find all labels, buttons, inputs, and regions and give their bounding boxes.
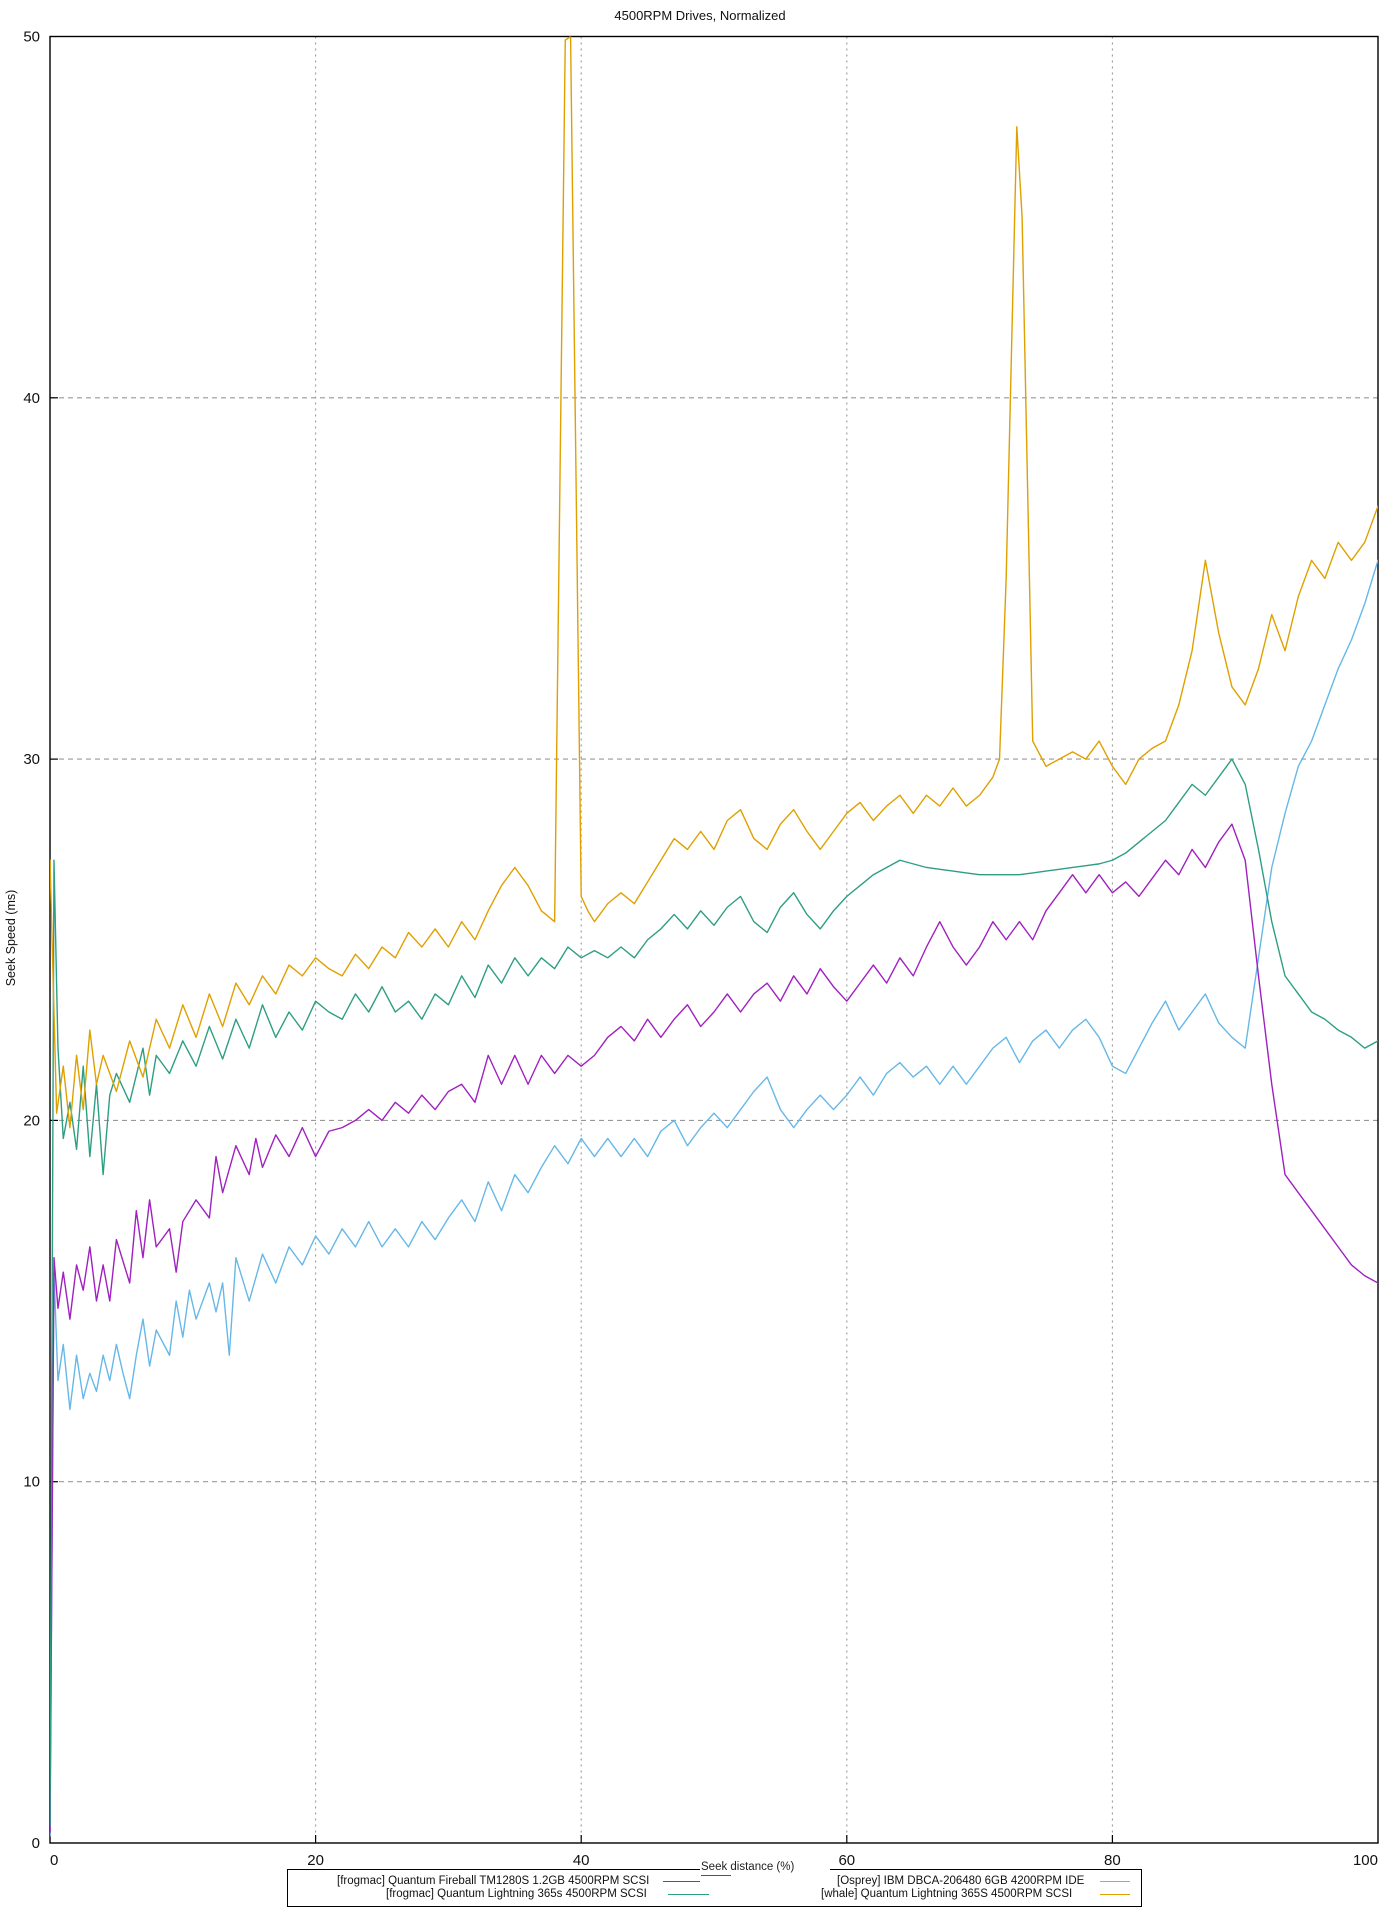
- svg-text:0: 0: [32, 1835, 40, 1852]
- svg-text:10: 10: [23, 1474, 40, 1491]
- svg-text:40: 40: [573, 1852, 590, 1869]
- svg-text:100: 100: [1353, 1852, 1378, 1869]
- svg-text:40: 40: [23, 390, 40, 407]
- svg-text:30: 30: [23, 751, 40, 768]
- svg-text:50: 50: [23, 29, 40, 46]
- svg-text:20: 20: [307, 1852, 324, 1869]
- svg-text:0: 0: [50, 1852, 58, 1869]
- svg-text:80: 80: [1104, 1852, 1121, 1869]
- svg-text:60: 60: [838, 1852, 855, 1869]
- svg-text:20: 20: [23, 1112, 40, 1129]
